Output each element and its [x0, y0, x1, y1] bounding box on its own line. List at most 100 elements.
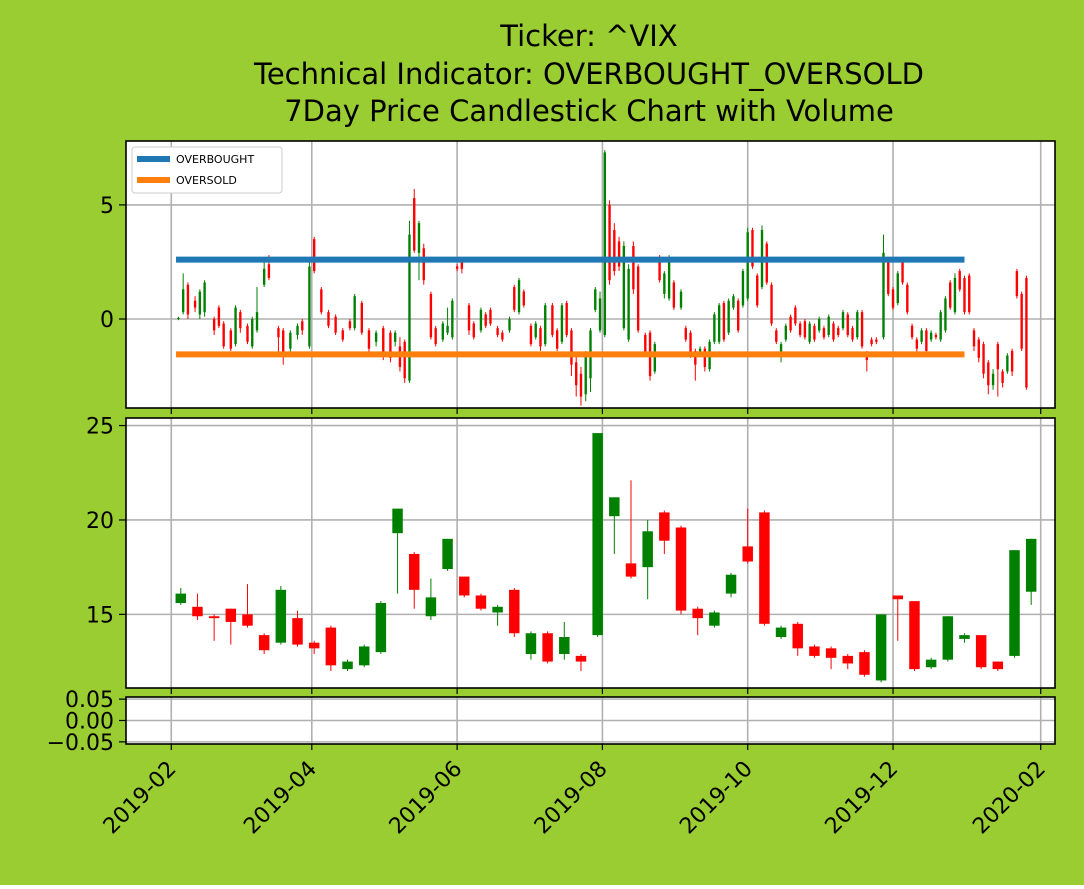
indicator-candle-body [575, 362, 578, 386]
chart-title-line-2: Technical Indicator: OVERBOUGHT_OVERSOLD [253, 57, 924, 91]
price-candle-body [258, 635, 270, 651]
indicator-candle-body [417, 223, 421, 253]
indicator-candle-body [308, 266, 311, 347]
indicator-candle-body [608, 204, 611, 281]
indicator-candle-body [929, 332, 933, 340]
indicator-candle-body [403, 341, 406, 379]
indicator-candle-body [732, 296, 735, 308]
indicator-candle-body [367, 330, 371, 349]
indicator-candle-body [267, 264, 271, 278]
indicator-candle-body [327, 312, 330, 326]
indicator-candle-body [289, 332, 292, 349]
price-candle-body [609, 497, 620, 517]
indicator-candle-body [672, 282, 676, 308]
price-candle-body [525, 633, 537, 655]
indicator-candle-body [234, 307, 237, 345]
indicator-panel: 5 0 OVERBOUGHT OVERSOLD [100, 140, 1056, 414]
indicator-candle-body [920, 330, 923, 342]
price-candle-body [408, 553, 420, 590]
indicator-candle-body [958, 271, 961, 290]
indicator-candle-body [446, 325, 449, 333]
indicator-candle-body [451, 300, 454, 338]
indicator-candle-body [901, 261, 904, 283]
indicator-candle-body [501, 332, 504, 340]
indicator-candle-body [694, 350, 697, 365]
price-candle-body [709, 612, 720, 626]
indicator-candle-body [953, 277, 957, 313]
price-candle-body [792, 623, 803, 649]
indicator-candle-body [434, 328, 437, 345]
indicator-ytick-label: 0 [100, 308, 114, 333]
price-ytick-label: 20 [86, 509, 114, 534]
indicator-candle-body [887, 261, 890, 294]
indicator-candle-body [991, 373, 995, 386]
indicator-candle-body [856, 312, 859, 338]
price-candle-body [308, 642, 320, 649]
indicator-candle-body [579, 373, 583, 397]
indicator-candle-body [837, 328, 840, 335]
price-candle-body [859, 652, 870, 675]
indicator-candle-body [977, 339, 980, 358]
indicator-candle-body [891, 289, 895, 308]
price-candle-body [208, 616, 220, 619]
indicator-candle-body [296, 325, 299, 335]
indicator-candle-body [939, 312, 942, 340]
indicator-candle-body [255, 312, 259, 331]
indicator-candle-body [496, 328, 499, 335]
indicator-candle-body [982, 344, 985, 374]
indicator-candle-body [467, 305, 471, 331]
price-ytick-label: 25 [86, 415, 114, 440]
indicator-candle-body [689, 332, 692, 356]
volume-ytick-label: 0.05 [65, 688, 114, 713]
price-candle-body [225, 608, 237, 622]
volume-axes-frame [125, 696, 1056, 745]
indicator-candle-body [277, 328, 280, 338]
volume-panel: 0.050.00−0.05 [47, 688, 1056, 756]
indicator-candle-body [360, 303, 364, 333]
price-candle-body [942, 616, 954, 660]
indicator-candle-body [594, 289, 597, 310]
indicator-candle-body [794, 307, 797, 324]
indicator-candle-body [636, 266, 640, 331]
indicator-candle-body [413, 198, 416, 251]
volume-ytick-label: −0.05 [47, 731, 114, 756]
price-candle-body [375, 603, 387, 653]
price-candle-body [909, 601, 920, 670]
price-candle-body [592, 433, 603, 636]
indicator-candle-body [915, 339, 919, 349]
indicator-candle-body [598, 298, 602, 331]
price-ytick-label: 15 [86, 603, 114, 628]
indicator-candle-body [479, 309, 483, 331]
price-candle-body [559, 637, 570, 655]
indicator-candle-body [422, 248, 425, 281]
indicator-candle-body [944, 298, 947, 331]
indicator-candle-body [565, 303, 568, 335]
legend-label: OVERSOLD [176, 174, 237, 187]
indicator-candle-body [484, 314, 487, 326]
indicator-candle-body [875, 339, 878, 342]
indicator-candle-body [803, 321, 807, 338]
indicator-candle-body [334, 316, 337, 333]
indicator-candle-body [312, 239, 316, 272]
indicator-candle-body [860, 312, 864, 347]
indicator-axes-frame [125, 140, 1056, 409]
price-candle-body [242, 614, 253, 626]
indicator-candle-body [870, 339, 873, 345]
price-candle-body [725, 574, 737, 594]
indicator-candle-body [181, 289, 185, 313]
price-candle-body [875, 614, 887, 681]
indicator-candle-body [551, 305, 554, 335]
indicator-candle-body [613, 230, 616, 272]
indicator-candle-body [489, 309, 492, 324]
chart-title-line-1: Ticker: ^VIX [499, 19, 677, 53]
price-candle-body [659, 512, 670, 541]
chart-title-line-3: 7Day Price Candlestick Chart with Volume [284, 94, 894, 128]
price-candle-body [925, 659, 937, 668]
price-axes-frame [125, 417, 1056, 689]
price-candle-body [325, 627, 337, 666]
indicator-candle-body [617, 241, 621, 267]
indicator-candle-body [544, 305, 547, 345]
indicator-candle-body [522, 291, 525, 306]
indicator-candle-body [239, 312, 242, 329]
indicator-candle-body [851, 328, 854, 340]
